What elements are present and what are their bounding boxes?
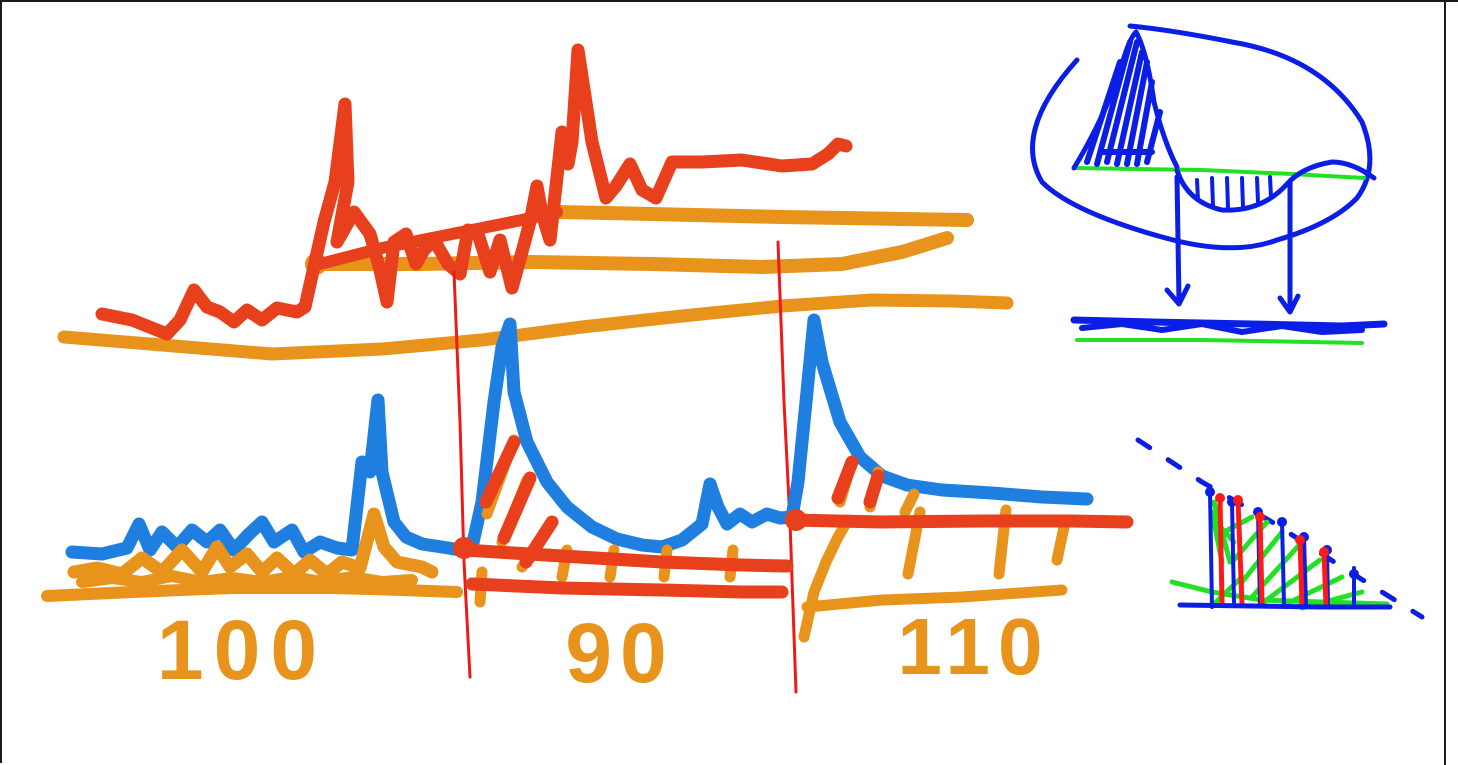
orange-band-lower <box>57 293 1014 361</box>
top-right-sketch <box>1030 23 1388 345</box>
sketch-bottom-line-green <box>1075 338 1364 345</box>
orange-baseline-right <box>801 584 1068 613</box>
canvas-right-border <box>1444 2 1446 765</box>
segment-dividers <box>452 240 798 694</box>
label-100: 100 <box>157 603 327 697</box>
segment-labels: 100 90 110 <box>157 602 1050 700</box>
blue-lower-trace <box>65 313 1094 561</box>
sketch-bottom-line-blue <box>1070 316 1388 330</box>
red-stems <box>1217 495 1329 609</box>
blue-baseline <box>1177 602 1393 610</box>
sketch-dip-hatches <box>1195 175 1273 210</box>
divider-right <box>776 240 798 694</box>
sketch-baseline-green <box>1072 166 1366 180</box>
sketch-bottom-scribble <box>1079 321 1365 335</box>
sketch-arrow-right <box>1277 179 1301 315</box>
orange-scribble-fill <box>67 507 439 581</box>
bottom-right-sketch <box>1135 437 1425 620</box>
orange-band-top <box>550 205 974 227</box>
dashed-diagonal <box>1135 437 1425 620</box>
red-stem-dots <box>1215 493 1329 557</box>
red-dot-right <box>785 509 807 531</box>
orange-scribble-fill-2 <box>76 570 418 588</box>
red-orange-lower-band <box>453 435 1134 599</box>
red-orange-upper-connector <box>314 206 563 270</box>
sketch-dip <box>1174 159 1377 213</box>
sketch-arrow-left <box>1164 174 1191 307</box>
orange-baseline-left <box>41 582 463 602</box>
red-dot-left <box>453 537 475 559</box>
orange-rising-stroke <box>798 514 854 643</box>
upper-orange-bands <box>57 205 1014 361</box>
red-band-middle-top <box>457 543 794 573</box>
label-110: 110 <box>897 602 1050 691</box>
sketch-peak-fill <box>1084 39 1163 167</box>
sketch-outer-curve <box>1030 23 1373 251</box>
divider-left <box>452 270 472 679</box>
red-band-middle-bottom <box>465 577 789 599</box>
red-orange-upper-trace <box>95 43 853 341</box>
blue-stem-dots <box>1205 487 1359 579</box>
red-band-right <box>785 513 1134 529</box>
label-90: 90 <box>565 606 674 700</box>
